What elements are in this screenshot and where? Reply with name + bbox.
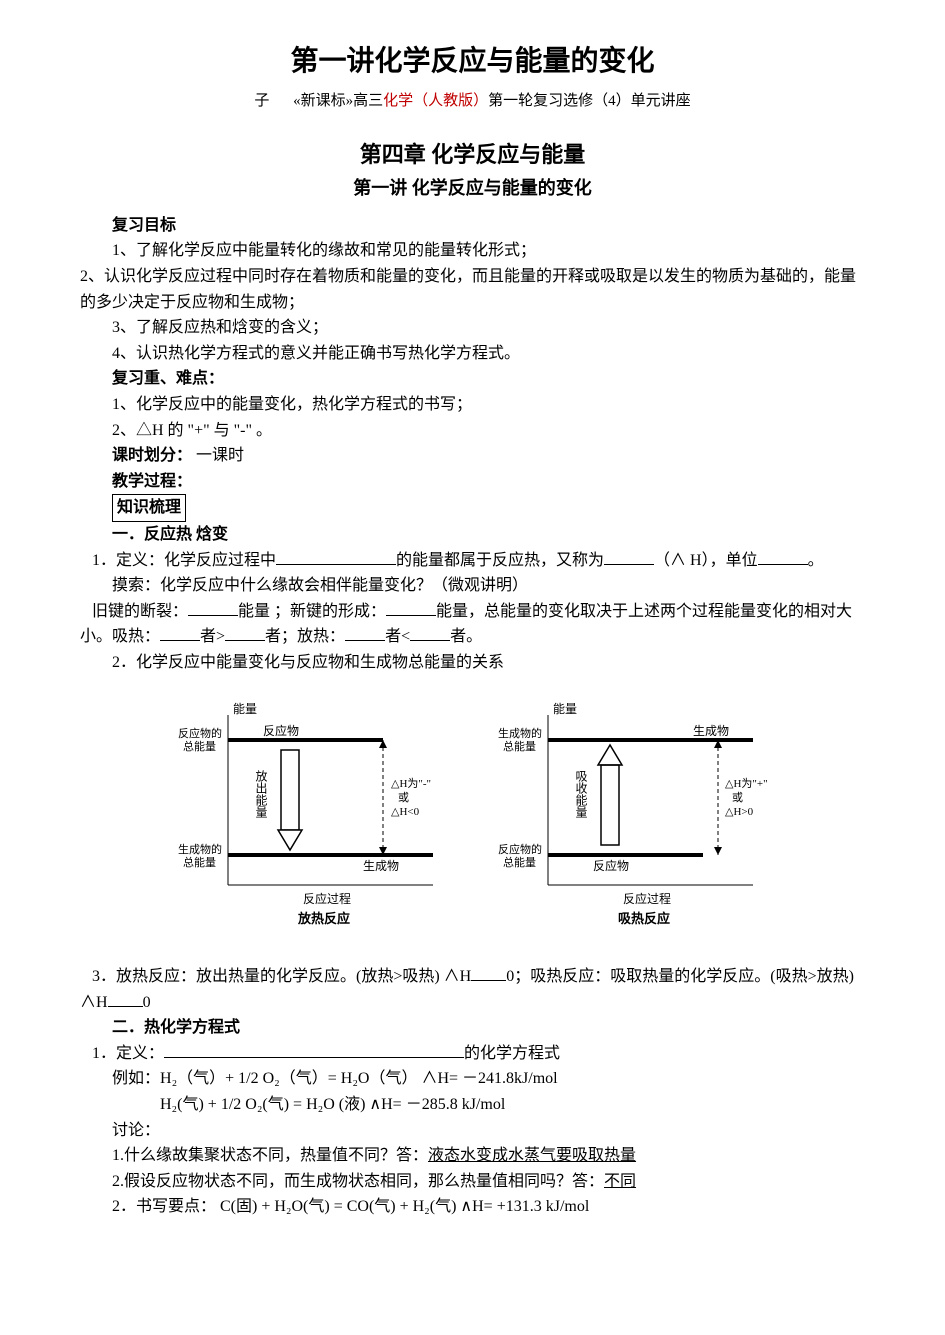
- goal-2: 2、认识化学反应过程中同时存在着物质和能量的变化，而且能量的开释或吸取是以发生的…: [80, 264, 865, 315]
- discuss2-ans: 不同: [604, 1173, 636, 1190]
- discuss2-pre: 2.假设反应物状态不同，而生成物状态相同，那么热量值相同吗？答：: [112, 1173, 604, 1190]
- svg-text:△H<0: △H<0: [391, 806, 420, 818]
- blank-6: [160, 640, 200, 641]
- item3-end: 0: [143, 994, 151, 1011]
- process-head: 教学过程：: [80, 469, 865, 495]
- lecture-title: 第一讲 化学反应与能量的变化: [80, 174, 865, 203]
- svg-text:放热反应: 放热反应: [297, 911, 350, 926]
- svg-text:生成物: 生成物: [363, 859, 399, 873]
- svg-text:反应过程: 反应过程: [623, 891, 671, 906]
- eq1: H₂（气）+ 1/2 O₂（气）= H₂O（气） ∧H= －241.8kJ/mo…: [160, 1070, 558, 1087]
- sec2-def-end: 的化学方程式: [464, 1045, 560, 1062]
- svg-text:吸热反应: 吸热反应: [618, 911, 670, 926]
- blank-1: [276, 564, 396, 565]
- goal-1: 1、了解化学反应中能量转化的缘故和常见的能量转化形式；: [80, 238, 865, 264]
- sec1-head: 一．反应热 焓变: [80, 522, 865, 548]
- main-title: 第一讲化学反应与能量的变化: [80, 40, 865, 85]
- sec1-item3: 3．放热反应：放出热量的化学反应。(放热>吸热) ∧H0；吸热反应：吸取热量的化…: [80, 964, 865, 1015]
- sec1-def-pre: 1．定义：化学反应过程中: [92, 552, 276, 569]
- svg-text:反应物: 反应物: [593, 858, 629, 873]
- boxed-knowledge: 知识梳理: [112, 494, 186, 522]
- sec2-head: 二．热化学方程式: [80, 1015, 865, 1041]
- discuss1-ans: 液态水变成水蒸气要吸取热量: [428, 1147, 636, 1164]
- svg-text:△H为"+": △H为"+": [725, 777, 768, 790]
- blank-8: [345, 640, 385, 641]
- blank-12: [164, 1057, 464, 1058]
- diagram-exothermic: 能量 反应物 反应物的 总能量 生成物 生成物的 总能量 放出能量 △H为"-"…: [173, 695, 453, 944]
- lt-end: 者。: [450, 628, 482, 645]
- eq2-line: H₂(气) + 1/2 O₂(气) = H₂O (液) ∧H= －285.8 k…: [80, 1092, 865, 1118]
- sec1-def: 1．定义：化学反应过程中 的能量都属于反应热，又称为 （∧ H），单位 。: [80, 548, 865, 574]
- svg-text:反应物: 反应物: [263, 723, 299, 738]
- svg-text:吸收能量: 吸收能量: [574, 770, 588, 818]
- subtitle-pre: 子: [254, 93, 269, 109]
- subtitle-before: «新课标»高三: [293, 93, 383, 109]
- difficult-1: 1、化学反应中的能量变化，热化学方程式的书写；: [80, 392, 865, 418]
- subtitle-red: 化学（人教版）: [383, 93, 488, 109]
- sec2-def-pre: 1．定义：: [92, 1045, 164, 1062]
- sec1-probe: 摸索：化学反应中什么缘故会相伴能量变化？（微观讲明）: [80, 573, 865, 599]
- discuss-1: 1.什么缘故集聚状态不同，热量值不同？答：液态水变成水蒸气要吸取热量: [80, 1143, 865, 1169]
- discuss1-pre: 1.什么缘故集聚状态不同，热量值不同？答：: [112, 1147, 428, 1164]
- period-head: 课时划分：: [112, 447, 192, 464]
- eq-example-line: 例如：H₂（气）+ 1/2 O₂（气）= H₂O（气） ∧H= －241.8kJ…: [80, 1066, 865, 1092]
- svg-text:或: 或: [732, 791, 743, 804]
- blank-7: [225, 640, 265, 641]
- diagram-endothermic: 能量 生成物 生成物的 总能量 反应物 反应物的 总能量 吸收能量 △H为"+"…: [493, 695, 773, 944]
- discuss-head: 讨论：: [80, 1118, 865, 1144]
- svg-text:反应物的: 反应物的: [498, 842, 542, 856]
- sec1-def-end: （∧ H），单位: [654, 552, 758, 569]
- svg-text:△H>0: △H>0: [725, 806, 754, 818]
- svg-text:生成物: 生成物: [693, 724, 729, 738]
- sec1-def-mid: 的能量都属于反应热，又称为: [396, 552, 604, 569]
- sec1-item2: 2．化学反应中能量变化与反应物和生成物总能量的关系: [80, 650, 865, 676]
- period-line: 课时划分： 一课时: [80, 443, 865, 469]
- svg-text:反应物的: 反应物的: [178, 726, 222, 740]
- energy-diagrams: 能量 反应物 反应物的 总能量 生成物 生成物的 总能量 放出能量 △H为"-"…: [80, 695, 865, 944]
- chapter-title: 第四章 化学反应与能量: [80, 137, 865, 172]
- difficult-2: 2、△H 的 "+" 与 "-" 。: [80, 418, 865, 444]
- svg-text:总能量: 总能量: [503, 739, 536, 753]
- blank-10: [471, 980, 506, 981]
- sec2-item2: 2．书写要点： C(固) + H₂O(气) = CO(气) + H₂(气) ∧H…: [80, 1194, 865, 1220]
- svg-text:△H为"-": △H为"-": [391, 777, 431, 790]
- goals-head: 复习目标: [80, 213, 865, 239]
- blank-3: [758, 564, 808, 565]
- lt: 者<: [385, 628, 410, 645]
- subtitle-line: 子 «新课标»高三化学（人教版）第一轮复习选修（4）单元讲座: [80, 89, 865, 113]
- bond-break: 旧键的断裂：: [92, 603, 188, 620]
- svg-text:总能量: 总能量: [183, 855, 216, 869]
- bond-break-tail: 能量 ；新键的形成：: [238, 603, 386, 620]
- blank-4: [188, 615, 238, 616]
- svg-text:或: 或: [398, 791, 409, 804]
- gt: 者>: [200, 628, 225, 645]
- difficult-head: 复习重、难点：: [80, 366, 865, 392]
- blank-9: [410, 640, 450, 641]
- goal-3: 3、了解反应热和焓变的含义；: [80, 315, 865, 341]
- svg-text:反应过程: 反应过程: [303, 891, 351, 906]
- svg-text:总能量: 总能量: [503, 855, 536, 869]
- sec1-def-tail: 。: [808, 552, 824, 569]
- svg-text:放出能量: 放出能量: [254, 769, 268, 818]
- svg-text:能量: 能量: [553, 702, 577, 716]
- y-label-left: 能量: [233, 702, 257, 716]
- subtitle-after: 第一轮复习选修（4）单元讲座: [488, 93, 691, 109]
- eq-label: 例如：: [112, 1070, 160, 1087]
- blank-5: [386, 615, 436, 616]
- sec1-bonds: 旧键的断裂：能量 ；新键的形成：能量，总能量的变化取决于上述两个过程能量变化的相…: [80, 599, 865, 650]
- svg-text:生成物的: 生成物的: [178, 842, 222, 856]
- goal-4: 4、认识热化学方程式的意义并能正确书写热化学方程式。: [80, 341, 865, 367]
- period-val: 一课时: [196, 447, 244, 464]
- blank-11: [108, 1006, 143, 1007]
- item3-pre: 3．放热反应：放出热量的化学反应。(放热>吸热) ∧H: [92, 968, 471, 985]
- svg-text:总能量: 总能量: [183, 739, 216, 753]
- gt-mid: 者；放热：: [265, 628, 345, 645]
- sec2-def: 1．定义： 的化学方程式: [80, 1041, 865, 1067]
- discuss-2: 2.假设反应物状态不同，而生成物状态相同，那么热量值相同吗？答：不同: [80, 1169, 865, 1195]
- blank-2: [604, 564, 654, 565]
- svg-text:生成物的: 生成物的: [498, 726, 542, 740]
